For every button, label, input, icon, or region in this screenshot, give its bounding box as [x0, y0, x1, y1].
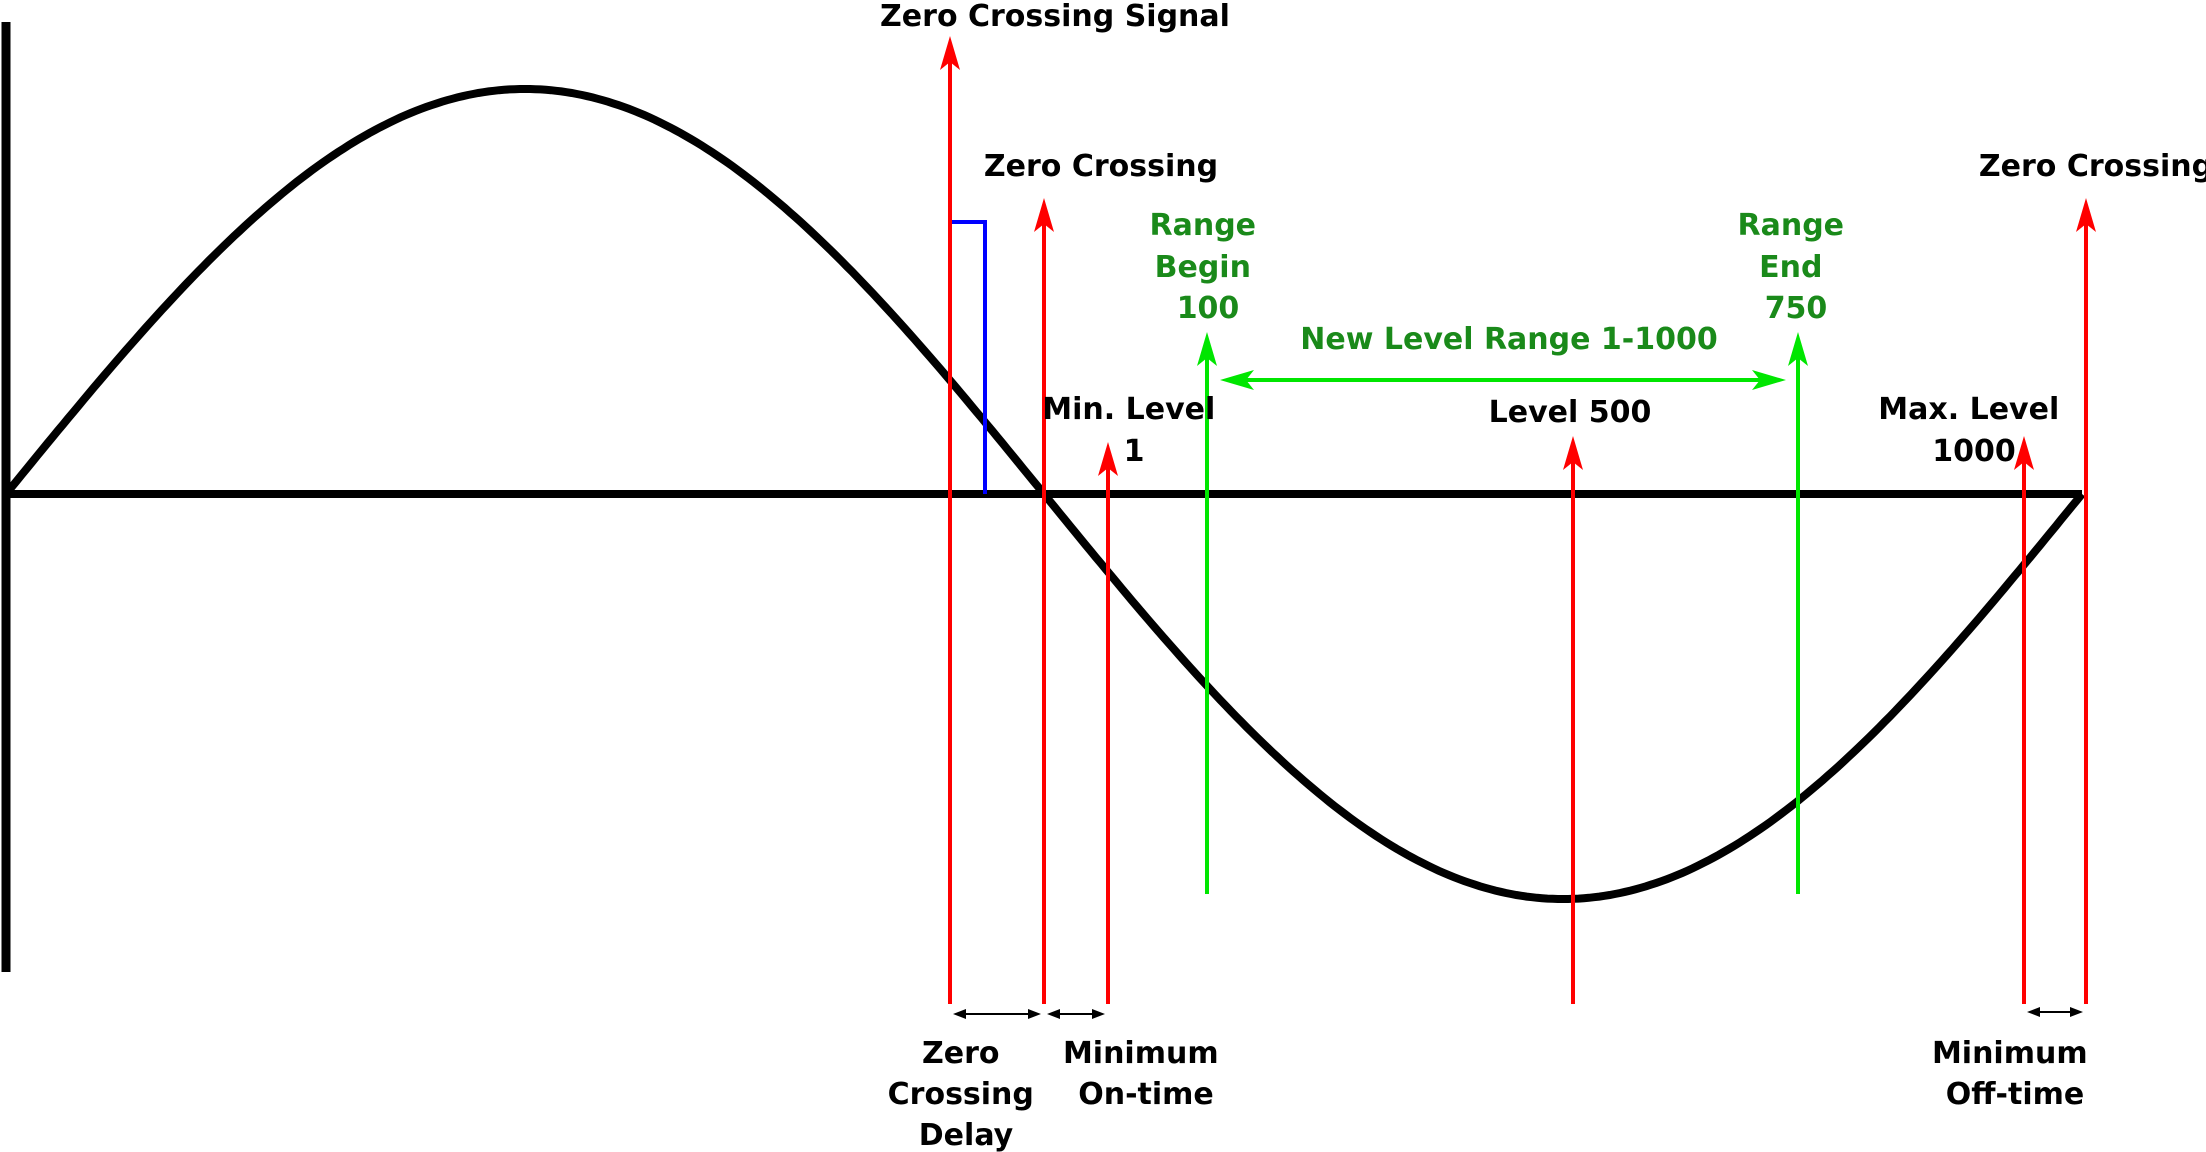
arrowhead-icon: [2014, 436, 2034, 470]
range-begin-label: Range Begin 100: [1150, 208, 1267, 326]
range-end-label: Range End 750: [1738, 208, 1855, 326]
arrowhead-left-icon: [953, 1009, 966, 1019]
arrowhead-icon: [2076, 198, 2096, 232]
arrowhead-icon: [940, 36, 960, 70]
min-level-label: Min. Level 1: [1042, 392, 1225, 469]
level-500-label: Level 500: [1489, 395, 1652, 430]
arrowhead-right-icon: [1028, 1009, 1041, 1019]
zero-crossing-label-right: Zero Crossing: [1979, 149, 2206, 184]
arrowhead-icon: [1098, 442, 1118, 476]
arrowhead-left-icon: [1047, 1009, 1060, 1019]
dimension-arrows: [953, 1007, 2083, 1019]
zero-crossing-delay-label: Zero Crossing Delay: [888, 1036, 1045, 1152]
arrowhead-icon: [1197, 332, 1217, 366]
green-markers: [1197, 332, 1808, 894]
zero-crossing-pulse: [948, 220, 987, 494]
arrowhead-left-icon: [1220, 370, 1254, 390]
red-markers: [940, 36, 2096, 1004]
arrowhead-right-icon: [1752, 370, 1786, 390]
arrowhead-right-icon: [2070, 1007, 2083, 1017]
minimum-off-time-label: Minimum Off-time: [1932, 1036, 2098, 1112]
max-level-label: Max. Level 1000: [1878, 392, 2069, 469]
arrowhead-left-icon: [2027, 1007, 2040, 1017]
zero-crossing-label-left: Zero Crossing: [984, 149, 1218, 184]
arrowhead-right-icon: [1092, 1009, 1105, 1019]
zero-crossing-signal-label: Zero Crossing Signal: [880, 0, 1230, 34]
new-level-range-label: New Level Range 1-1000: [1300, 322, 1718, 357]
minimum-on-time-label: Minimum On-time: [1063, 1036, 1229, 1112]
arrowhead-icon: [1563, 436, 1583, 470]
arrowhead-icon: [1788, 332, 1808, 366]
arrowhead-icon: [1034, 198, 1054, 232]
